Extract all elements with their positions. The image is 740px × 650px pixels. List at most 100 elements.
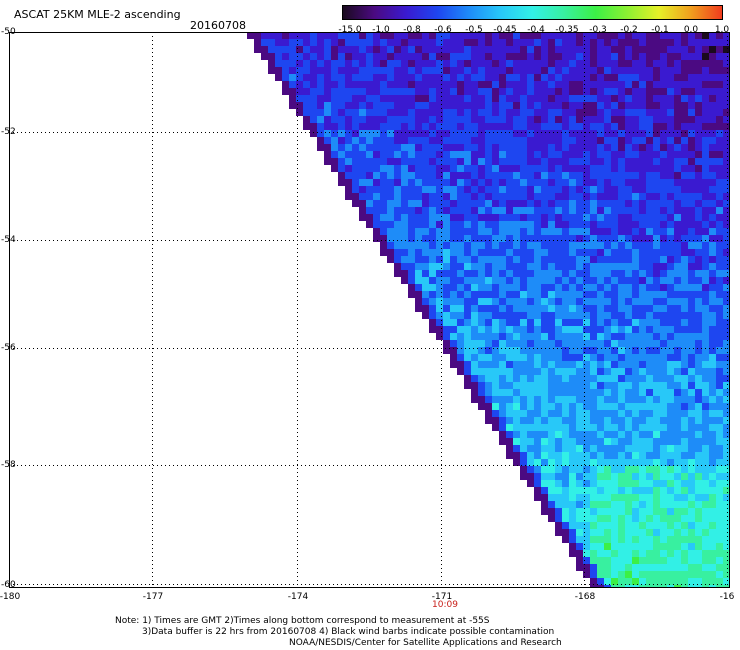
swath-cell <box>443 74 450 81</box>
swath-cell <box>443 291 450 298</box>
swath-cell <box>338 151 345 158</box>
swath-cell <box>352 67 359 74</box>
swath-cell <box>632 515 639 522</box>
swath-cell <box>723 543 730 550</box>
swath-cell <box>562 431 569 438</box>
colorbar-label: -0.2 <box>620 25 638 35</box>
swath-cell <box>471 396 478 403</box>
swath-cell <box>555 263 562 270</box>
swath-cell <box>646 319 653 326</box>
swath-cell <box>625 235 632 242</box>
swath-cell <box>583 32 590 39</box>
swath-cell <box>590 326 597 333</box>
swath-cell <box>604 452 611 459</box>
swath-cell <box>289 53 296 60</box>
swath-cell <box>520 389 527 396</box>
swath-cell <box>632 74 639 81</box>
swath-cell <box>513 179 520 186</box>
swath-cell <box>359 116 366 123</box>
swath-cell <box>639 585 646 588</box>
swath-cell <box>541 249 548 256</box>
swath-cell <box>695 529 702 536</box>
swath-cell <box>604 417 611 424</box>
swath-cell <box>618 256 625 263</box>
swath-cell <box>723 473 730 480</box>
swath-cell <box>562 158 569 165</box>
swath-cell <box>513 242 520 249</box>
swath-cell <box>639 214 646 221</box>
swath-cell <box>457 263 464 270</box>
swath-cell <box>702 116 709 123</box>
swath-cell <box>702 242 709 249</box>
swath-cell <box>674 354 681 361</box>
swath-cell <box>618 487 625 494</box>
swath-cell <box>506 95 513 102</box>
swath-cell <box>520 200 527 207</box>
swath-cell <box>415 39 422 46</box>
swath-cell <box>429 102 436 109</box>
swath-cell <box>457 116 464 123</box>
swath-cell <box>639 557 646 564</box>
swath-cell <box>590 263 597 270</box>
swath-cell <box>611 193 618 200</box>
swath-cell <box>492 214 499 221</box>
swath-cell <box>632 466 639 473</box>
swath-cell <box>709 564 716 571</box>
swath-cell <box>436 242 443 249</box>
swath-cell <box>450 123 457 130</box>
swath-cell <box>520 60 527 67</box>
swath-cell <box>632 256 639 263</box>
swath-cell <box>576 347 583 354</box>
swath-cell <box>639 207 646 214</box>
swath-cells <box>247 32 730 588</box>
swath-cell <box>457 95 464 102</box>
swath-cell <box>429 228 436 235</box>
swath-cell <box>324 39 331 46</box>
swath-cell <box>576 60 583 67</box>
swath-cell <box>688 459 695 466</box>
swath-cell <box>667 578 674 585</box>
swath-cell <box>674 32 681 39</box>
swath-cell <box>716 340 723 347</box>
swath-cell <box>548 88 555 95</box>
swath-cell <box>695 501 702 508</box>
swath-cell <box>660 550 667 557</box>
swath-cell <box>597 235 604 242</box>
swath-cell <box>450 165 457 172</box>
swath-cell <box>282 53 289 60</box>
swath-cell <box>499 270 506 277</box>
swath-cell <box>695 382 702 389</box>
swath-cell <box>429 256 436 263</box>
swath-cell <box>268 60 275 67</box>
swath-cell <box>401 228 408 235</box>
swath-cell <box>534 88 541 95</box>
swath-cell <box>513 200 520 207</box>
swath-cell <box>716 459 723 466</box>
swath-cell <box>667 473 674 480</box>
swath-cell <box>555 466 562 473</box>
swath-cell <box>450 312 457 319</box>
swath-cell <box>548 102 555 109</box>
swath-cell <box>688 522 695 529</box>
swath-cell <box>695 186 702 193</box>
swath-cell <box>394 186 401 193</box>
swath-cell <box>653 270 660 277</box>
swath-cell <box>583 550 590 557</box>
swath-cell <box>555 382 562 389</box>
swath-cell <box>695 410 702 417</box>
swath-cell <box>499 179 506 186</box>
swath-cell <box>471 165 478 172</box>
swath-cell <box>646 438 653 445</box>
swath-cell <box>681 298 688 305</box>
swath-cell <box>534 382 541 389</box>
swath-cell <box>520 424 527 431</box>
swath-cell <box>688 256 695 263</box>
swath-cell <box>646 32 653 39</box>
swath-cell <box>450 263 457 270</box>
swath-cell <box>296 109 303 116</box>
swath-cell <box>688 235 695 242</box>
swath-cell <box>471 235 478 242</box>
swath-cell <box>646 116 653 123</box>
swath-cell <box>576 550 583 557</box>
swath-cell <box>317 60 324 67</box>
